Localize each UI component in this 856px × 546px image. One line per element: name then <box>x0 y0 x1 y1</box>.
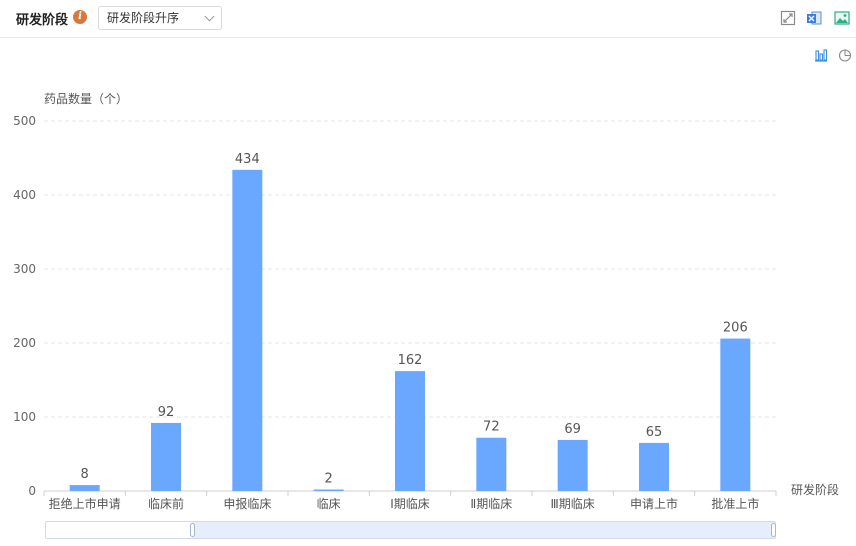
page-title: 研发阶段 <box>16 13 69 28</box>
y-tick-label: 0 <box>28 484 36 498</box>
x-tick-label: 临床 <box>317 497 341 511</box>
zoom-slider-left-handle[interactable] <box>190 523 195 537</box>
bar-value-label: 434 <box>235 152 260 167</box>
bar[interactable] <box>395 371 425 491</box>
bar[interactable] <box>313 489 344 491</box>
pie-chart-icon[interactable] <box>838 48 852 62</box>
bar-value-label: 72 <box>483 420 500 435</box>
excel-export-icon[interactable] <box>806 10 822 26</box>
y-tick-label: 200 <box>13 336 36 350</box>
zoom-slider-right-handle[interactable] <box>771 523 776 537</box>
x-tick-label: 申报临床 <box>223 496 271 511</box>
sort-select-value: 研发阶段升序 <box>107 11 180 25</box>
bar-value-label: 92 <box>158 405 175 420</box>
bar-value-label: 2 <box>325 472 333 487</box>
x-tick-label: 拒绝上市申请 <box>49 496 121 511</box>
bar[interactable] <box>69 485 100 491</box>
x-tick-label: 申请上市 <box>630 496 678 511</box>
bar[interactable] <box>557 439 588 491</box>
bar-value-label: 65 <box>646 425 663 440</box>
y-tick-label: 500 <box>13 114 36 128</box>
bar-value-label: 162 <box>398 353 423 368</box>
y-axis-label: 药品数量（个） <box>44 91 128 106</box>
y-tick-label: 300 <box>13 262 36 276</box>
x-tick-label: Ⅲ期临床 <box>551 497 595 511</box>
x-tick-label: Ⅱ期临床 <box>470 497 512 511</box>
bar-value-label: 69 <box>564 422 581 437</box>
y-tick-label: 400 <box>13 188 36 202</box>
bar[interactable] <box>720 338 751 491</box>
bar-value-label: 206 <box>723 321 748 336</box>
x-tick-label: 批准上市 <box>711 496 759 511</box>
bar[interactable] <box>151 422 181 491</box>
sort-select[interactable]: 研发阶段升序 <box>98 6 222 30</box>
fullscreen-icon[interactable] <box>780 10 796 26</box>
zoom-slider-selection[interactable] <box>192 522 775 538</box>
toolbar: 研发阶段 i 研发阶段升序 <box>0 0 856 38</box>
bar-chart-icon[interactable] <box>814 48 828 62</box>
info-icon[interactable]: i <box>73 10 87 24</box>
zoom-slider[interactable] <box>45 521 776 539</box>
bar-value-label: 8 <box>81 467 89 482</box>
y-tick-label: 100 <box>13 410 36 424</box>
bar[interactable] <box>476 437 507 491</box>
x-tick-label: Ⅰ期临床 <box>390 497 430 511</box>
image-export-icon[interactable] <box>834 10 850 26</box>
x-axis-label: 研发阶段 <box>791 482 839 497</box>
x-tick-label: 临床前 <box>148 496 184 511</box>
bar[interactable] <box>639 442 669 491</box>
bar[interactable] <box>232 169 263 491</box>
